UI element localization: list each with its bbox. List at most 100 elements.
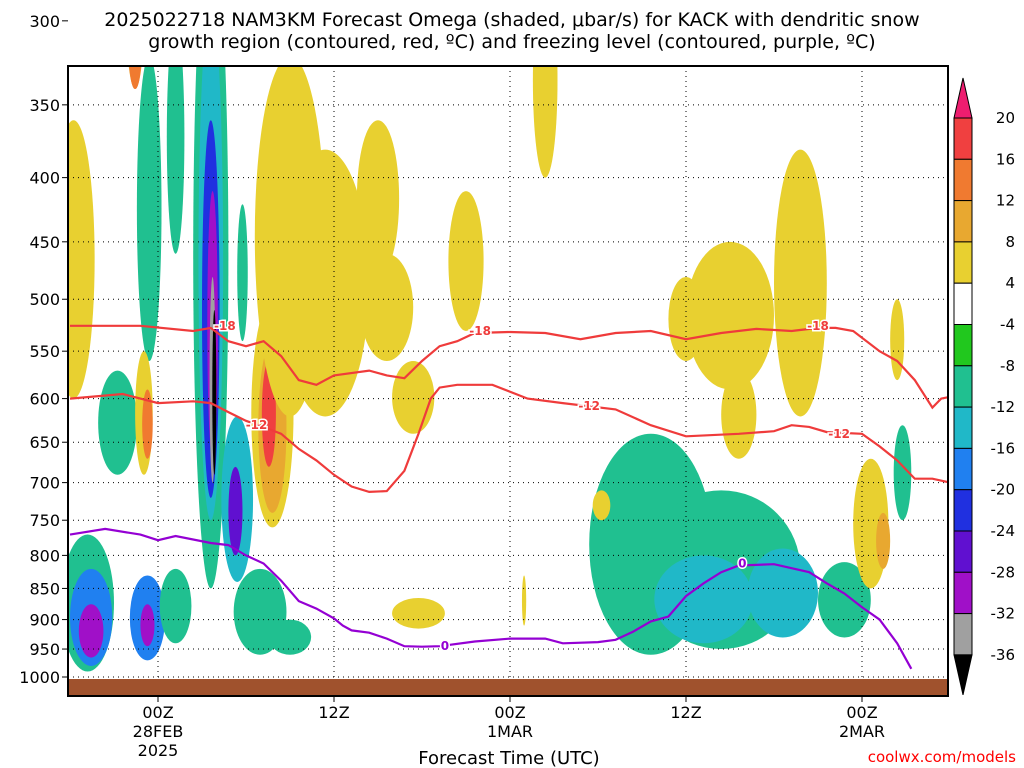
y-tick-label: 950 [29,640,60,659]
omega-region [721,370,757,459]
omega-region [654,555,753,644]
omega-region [159,568,192,644]
y-tick-label: 800 [29,546,60,565]
contour-line-0 [69,527,913,670]
x-tick-label: 00Z [494,703,525,722]
colorbar-label: 8 [1005,233,1015,251]
colorbar-swatch [953,613,973,656]
plot-area: -18 -18 -18 -12 -12 -12 0 0 [68,66,948,696]
colorbar-label: 4 [1005,274,1015,292]
omega-region [521,575,527,626]
chart-title-line-2: growth region (contoured, red, ºC) and f… [148,31,875,53]
colorbar-swatch [953,571,973,615]
y-tick-label: 650 [29,433,60,452]
omega-shading-layer [68,66,912,672]
x-tick-label: 1MAR [487,722,533,741]
colorbar-swatch [953,282,973,326]
contour-label: -18 [469,324,491,338]
colorbar-swatch [953,530,973,573]
colorbar-label: -4 [1000,316,1015,334]
colorbar-label: -36 [991,646,1016,664]
y-tick-label: 600 [29,390,60,409]
colorbar-swatch [953,324,973,367]
omega-region [392,360,435,434]
contour-label: -18 [214,319,236,333]
contour-label: -12 [828,427,850,441]
omega-region [98,370,137,475]
colorbar-swatch [953,200,973,243]
omega-region [592,490,611,521]
colorbar-label: -12 [991,398,1016,416]
colorbar-label: -28 [991,563,1016,581]
x-tick-label: 2MAR [839,722,885,741]
x-axis-title: Forecast Time (UTC) [418,748,599,768]
omega-region [228,466,243,556]
colorbar-swatch [953,77,973,119]
colorbar-swatch [953,241,973,284]
x-tick-label: 00Z [846,703,877,722]
colorbar-label: 12 [996,192,1015,210]
colorbar-swatch [953,447,973,491]
ground-surface [68,679,948,696]
colorbar-swatch [953,365,973,408]
y-tick-label: 350 [29,96,60,115]
y-tick-label: 850 [29,579,60,598]
colorbar-label: -20 [991,481,1016,499]
omega-region [268,619,312,655]
colorbar-legend: 20 16 12 8 4 -4 -8 -12 -16 -20 -24 -28 -32 -36 [953,77,1016,696]
omega-region [237,204,248,342]
omega-region [686,241,774,390]
omega-region [129,66,141,90]
omega-region [774,149,827,417]
omega-region [356,120,400,277]
colorbar-swatch [953,158,973,202]
colorbar-label: -16 [991,439,1016,457]
y-tick-label: 750 [29,511,60,530]
y-tick-label: 550 [29,342,60,361]
x-tick-label: 00Z [142,703,173,722]
x-tick-label: 2025 [138,741,179,760]
y-tick-label: 900 [29,611,60,630]
omega-region [876,512,891,569]
contour-label: -12 [578,399,600,413]
y-tick-label: 1000 [19,668,60,687]
colorbar-swatch [953,117,973,160]
grid-layer [68,66,948,696]
x-tick-label: 12Z [318,703,349,722]
contour-label: -12 [246,418,268,432]
contour-line-minus12 [69,383,948,494]
omega-region [281,149,370,417]
y-tick-label: 300 [29,12,60,31]
omega-region [142,389,153,459]
y-axis-ticks: 2503003504004505005506006507007508008509… [19,12,68,687]
y-tick-label: 450 [29,233,60,252]
omega-region [68,120,95,399]
colorbar-label: 16 [996,150,1015,168]
y-tick-label: 400 [29,169,60,188]
omega-region [392,597,445,629]
plot-frame [67,65,949,697]
omega-region [78,604,104,658]
colorbar-label: -8 [1000,357,1015,375]
omega-region [360,253,414,361]
contour-layer: -18 -18 -18 -12 -12 -12 0 0 [69,317,948,670]
colorbar-label: -32 [991,605,1016,623]
omega-region [140,604,155,647]
contour-label: 0 [738,557,746,571]
colorbar-swatch [953,654,973,696]
colorbar-swatch [953,489,973,532]
omega-region [890,299,905,381]
omega-region [448,191,484,331]
x-tick-label: 12Z [670,703,701,722]
omega-region [893,425,912,521]
omega-region [532,66,558,178]
omega-region [818,562,871,638]
omega-region [166,66,185,254]
x-tick-label: 28FEB [133,722,184,741]
colorbar-swatch [953,406,973,449]
chart-title-line-1: 2025022718 NAM3KM Forecast Omega (shaded… [104,9,919,31]
y-tick-label: 500 [29,290,60,309]
omega-region [212,310,217,475]
